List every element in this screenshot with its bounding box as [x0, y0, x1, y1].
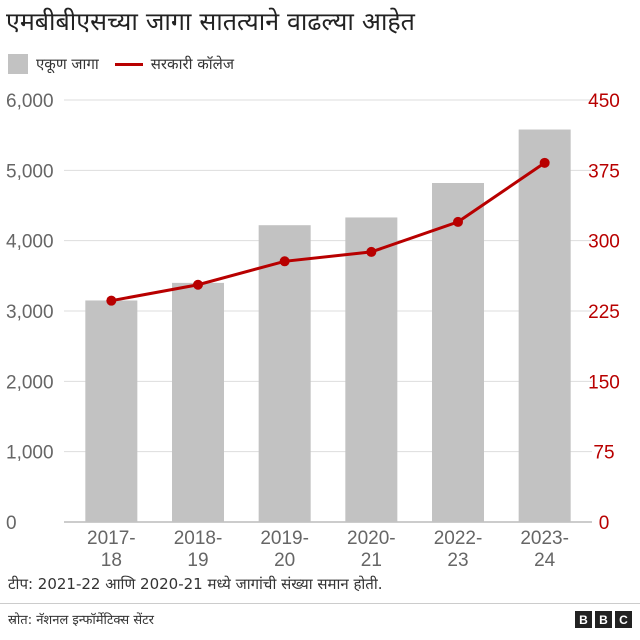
footer-divider	[0, 603, 640, 604]
bar	[518, 129, 571, 523]
bar	[432, 182, 484, 522]
y-left-tick-label: 6,000	[6, 91, 54, 112]
y-right-tick-label: 75	[593, 443, 614, 464]
series-line	[111, 161, 546, 303]
x-tick-label: 20	[274, 550, 295, 570]
x-tick-label: 19	[187, 550, 208, 570]
y-left-tick-label: 3,000	[6, 302, 54, 323]
line-point	[106, 295, 117, 306]
legend-label-government-colleges: सरकारी कॉलेज	[150, 55, 234, 73]
source-text: स्रोत: नॅशनल इन्फॉर्मेटिक्स सेंटर	[8, 613, 154, 628]
bbc-logo: B B C	[572, 611, 632, 628]
line-point	[279, 256, 290, 267]
x-tick-label: 2017-	[87, 528, 136, 549]
x-tick-label: 2018-	[174, 528, 223, 549]
bar	[345, 217, 398, 522]
x-tick-label: 2019-	[260, 528, 309, 549]
line-point	[453, 216, 463, 227]
legend-line-swatch	[114, 62, 143, 66]
y-left-tick-label: 0	[6, 513, 17, 534]
bar	[172, 282, 224, 522]
y-right-tick-label: 450	[588, 91, 620, 112]
y-right-tick-label: 375	[588, 161, 620, 182]
chart-title: एमबीबीएसच्या जागा सातत्याने वाढल्या आहेत	[6, 7, 415, 36]
chart-note: टीप: 2021-22 आणि 2020-21 मध्ये जागांची स…	[8, 575, 383, 593]
x-tick-label: 21	[361, 550, 382, 570]
legend: एकूण जागा सरकारी कॉलेज	[8, 52, 250, 76]
bbc-logo-letter: B	[595, 611, 612, 628]
x-tick-label: 24	[534, 550, 556, 570]
legend-item-government-colleges: सरकारी कॉलेज	[114, 54, 234, 74]
line-point	[366, 246, 377, 257]
bar	[85, 300, 138, 522]
y-right-tick-label: 0	[599, 513, 610, 534]
y-left-tick-label: 1,000	[6, 443, 54, 464]
bbc-logo-letter: B	[575, 611, 592, 628]
chart-plot: 0 1,000 2,000 3,000 4,000 5,000 6,000 0 75 150 225…	[6, 91, 620, 570]
legend-bar-swatch	[8, 54, 28, 74]
x-tick-label: 18	[101, 550, 122, 570]
x-tick-label: 2020-	[347, 528, 396, 549]
legend-item-total-seats: एकूण जागा	[8, 54, 99, 74]
y-left-tick-label: 5,000	[6, 161, 54, 182]
y-left-tick-label: 2,000	[6, 372, 54, 393]
x-tick-label: 2022-	[434, 528, 483, 549]
line-point	[539, 157, 550, 168]
bbc-logo-letter: C	[615, 611, 632, 628]
legend-label-total-seats: एकूण जागा	[36, 55, 99, 73]
x-tick-label: 2023-	[520, 528, 569, 549]
y-left-tick-label: 4,000	[6, 232, 54, 253]
line-point	[193, 279, 203, 290]
y-right-tick-label: 300	[588, 232, 620, 253]
y-right-tick-label: 150	[588, 372, 620, 393]
bar	[258, 225, 311, 522]
x-tick-label: 23	[447, 550, 468, 570]
y-right-tick-label: 225	[588, 302, 620, 323]
